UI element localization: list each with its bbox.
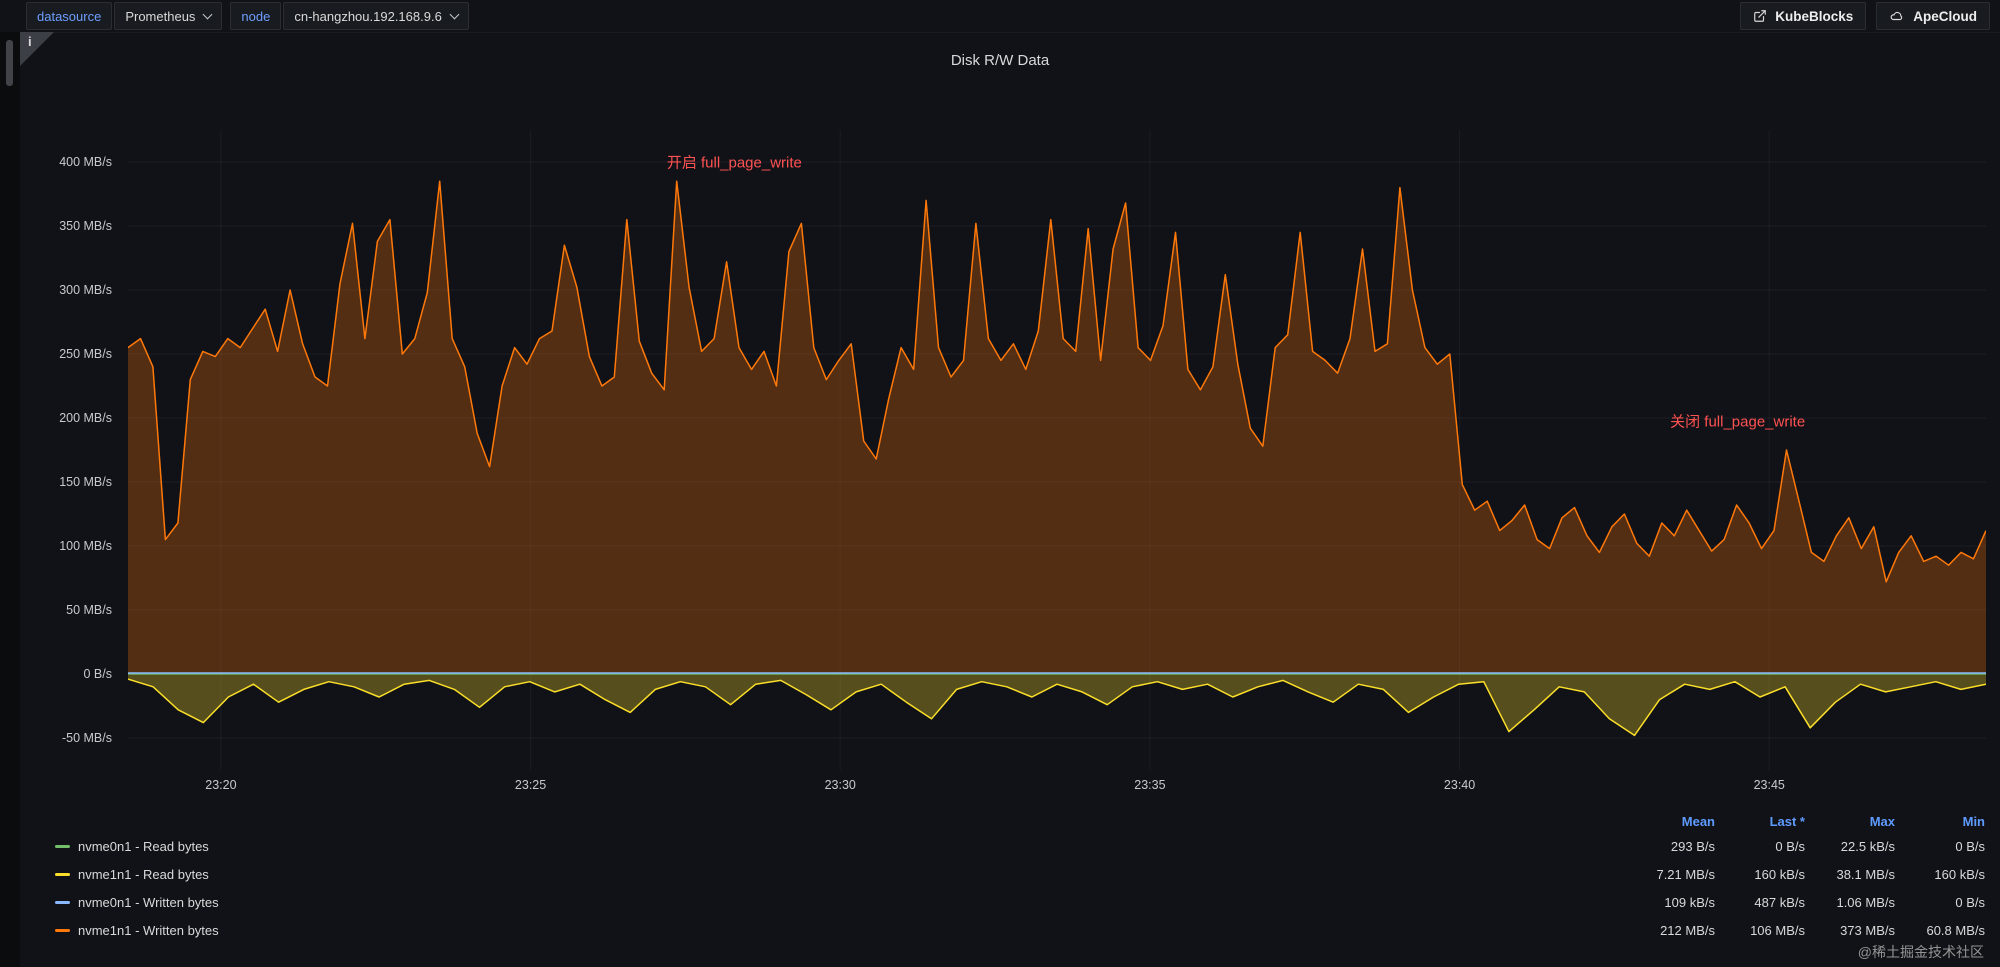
- variable-datasource-label: datasource: [26, 2, 113, 30]
- y-axis-tick-label: 350 MB/s: [59, 219, 112, 233]
- series-name-label[interactable]: nvme1n1 - Written bytes: [78, 922, 219, 938]
- y-axis: 400 MB/s 350 MB/s 300 MB/s 250 MB/s 200 MB/s…: [0, 130, 120, 770]
- variable-node: node cn-hangzhou.192.168.9.6: [230, 2, 469, 30]
- dashboard-toolbar: datasource Prometheus node cn-hangzhou.1…: [0, 0, 2000, 33]
- variable-value[interactable]: Prometheus: [125, 8, 196, 24]
- series-name-label[interactable]: nvme1n1 - Read bytes: [78, 866, 209, 882]
- button-label: ApeCloud: [1913, 8, 1977, 24]
- x-axis-tick-label: 23:20: [205, 778, 237, 792]
- y-axis-tick-label: 0 B/s: [83, 667, 113, 681]
- series-area-3: [128, 181, 1986, 674]
- y-axis-tick-label: 200 MB/s: [59, 411, 112, 425]
- series-name-label[interactable]: nvme0n1 - Read bytes: [78, 838, 209, 854]
- legend-sort-header[interactable]: Max: [1869, 813, 1895, 829]
- legend-stat-value: 0 B/s: [1955, 838, 1985, 854]
- variable-value[interactable]: cn-hangzhou.192.168.9.6: [294, 8, 442, 24]
- x-axis-tick-label: 23:30: [824, 778, 856, 792]
- legend-sort-header[interactable]: Mean: [1681, 813, 1715, 829]
- external-link-icon: [1754, 10, 1767, 22]
- toolbar-actions: KubeBlocks ApeCloud: [1740, 2, 1994, 30]
- button-label: KubeBlocks: [1775, 8, 1854, 24]
- legend-stat-value: 212 MB/s: [1660, 922, 1715, 938]
- time-series-chart: [128, 130, 1986, 770]
- chart-legend: Mean Last * Max Min nvme0n1 - Read bytes 293 …: [55, 810, 1985, 944]
- panel-title[interactable]: Disk R/W Data: [950, 52, 1050, 69]
- chevron-down-icon: [202, 9, 213, 20]
- x-axis-tick-label: 23:25: [514, 778, 547, 792]
- legend-sort-header[interactable]: Last *: [1769, 813, 1805, 829]
- legend-stat-value: 7.21 MB/s: [1656, 866, 1715, 882]
- legend-series-toggle[interactable]: nvme1n1 - Read bytes: [55, 867, 1625, 882]
- legend-stat-value: 0 B/s: [1775, 838, 1805, 854]
- y-axis-tick-label: 400 MB/s: [59, 155, 112, 169]
- variable-label: datasource: [37, 8, 102, 24]
- legend-stat-value: 22.5 kB/s: [1840, 838, 1895, 854]
- legend-stat-value: 106 MB/s: [1750, 922, 1805, 938]
- series-color-swatch-icon: [55, 844, 70, 848]
- variable-datasource: datasource Prometheus: [26, 2, 223, 30]
- legend-row: nvme0n1 - Written bytes 109 kB/s 487 kB/s 1…: [55, 888, 1985, 916]
- y-axis-tick-label: -50 MB/s: [61, 731, 112, 745]
- legend-stat-value: 0 B/s: [1955, 894, 1985, 910]
- x-axis-tick-label: 23:40: [1443, 778, 1476, 792]
- variable-node-select[interactable]: cn-hangzhou.192.168.9.6: [283, 2, 469, 30]
- legend-row: nvme1n1 - Written bytes 212 MB/s 106 MB/s 3…: [55, 916, 1985, 944]
- x-axis-tick-label: 23:45: [1753, 778, 1785, 792]
- legend-stat-value: 1.06 MB/s: [1836, 894, 1895, 910]
- apecloud-link-button[interactable]: ApeCloud: [1876, 2, 1990, 30]
- legend-stat-value: 160 kB/s: [1934, 866, 1985, 882]
- variable-label: node: [241, 8, 271, 24]
- series-line-1: [128, 678, 1986, 737]
- legend-stat-value: 373 MB/s: [1840, 922, 1895, 938]
- y-axis-tick-label: 50 MB/s: [66, 603, 112, 617]
- variable-datasource-select[interactable]: Prometheus: [114, 2, 223, 30]
- legend-stat-value: 60.8 MB/s: [1926, 922, 1985, 938]
- series-color-swatch-icon: [55, 900, 70, 904]
- legend-series-toggle[interactable]: nvme0n1 - Read bytes: [55, 839, 1625, 854]
- variable-node-label: node: [230, 2, 282, 30]
- legend-stat-value: 109 kB/s: [1664, 894, 1715, 910]
- legend-header-row: Mean Last * Max Min: [55, 810, 1985, 832]
- x-axis-tick-label: 23:35: [1134, 778, 1166, 792]
- legend-stat-value: 293 B/s: [1670, 838, 1715, 854]
- scrollbar-thumb[interactable]: [6, 40, 13, 86]
- x-axis: 23:20 23:25 23:30 23:35 23:40 23:45: [128, 774, 1986, 796]
- series-color-swatch-icon: [55, 928, 70, 932]
- y-axis-tick-label: 250 MB/s: [59, 347, 112, 361]
- info-icon[interactable]: i: [28, 34, 32, 49]
- kubeblocks-link-button[interactable]: KubeBlocks: [1740, 2, 1867, 30]
- legend-row: nvme1n1 - Read bytes 7.21 MB/s 160 kB/s 38.…: [55, 860, 1985, 888]
- legend-series-toggle[interactable]: nvme0n1 - Written bytes: [55, 895, 1625, 910]
- left-edge-strip: [0, 32, 20, 967]
- legend-sort-header[interactable]: Min: [1962, 813, 1985, 829]
- legend-series-toggle[interactable]: nvme1n1 - Written bytes: [55, 923, 1625, 938]
- series-name-label[interactable]: nvme0n1 - Written bytes: [78, 894, 219, 910]
- watermark-text: @稀土掘金技术社区: [1857, 944, 1984, 960]
- panel-info-corner[interactable]: [20, 32, 54, 66]
- legend-stat-value: 38.1 MB/s: [1836, 866, 1895, 882]
- cloud-icon: [1890, 11, 1903, 21]
- chevron-down-icon: [449, 9, 460, 20]
- legend-stat-value: 487 kB/s: [1754, 894, 1805, 910]
- chart-plot-area[interactable]: 开启 full_page_write 关闭 full_page_write: [128, 130, 1986, 770]
- legend-row: nvme0n1 - Read bytes 293 B/s 0 B/s 22.5 kB/…: [55, 832, 1985, 860]
- series-color-swatch-icon: [55, 872, 70, 876]
- y-axis-tick-label: 100 MB/s: [59, 539, 112, 553]
- y-axis-tick-label: 150 MB/s: [59, 475, 112, 489]
- y-axis-tick-label: 300 MB/s: [59, 283, 112, 297]
- series-line-3: [128, 180, 1986, 583]
- legend-stat-value: 160 kB/s: [1754, 866, 1805, 882]
